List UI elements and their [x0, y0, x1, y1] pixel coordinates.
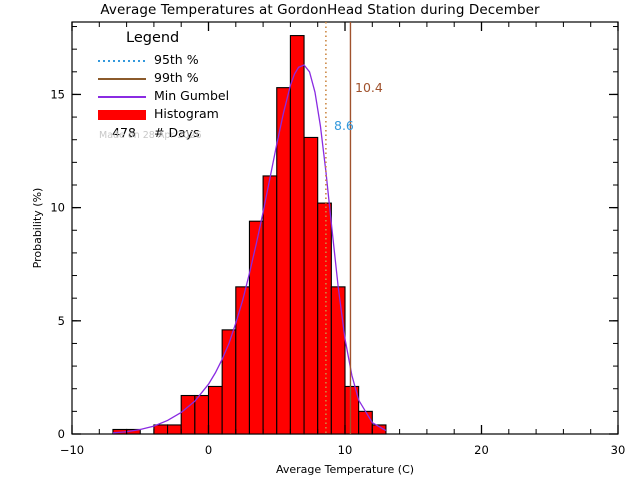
- xtick-label: 10: [338, 443, 353, 457]
- ytick-label: 0: [58, 427, 65, 441]
- histogram-bar: [167, 424, 182, 435]
- xtick-label: 20: [474, 443, 489, 457]
- legend-item-min-gumbel: Min Gumbel: [96, 88, 311, 106]
- legend-label-min-gumbel: Min Gumbel: [154, 88, 230, 103]
- histogram-bar: [248, 220, 264, 435]
- histogram-bar: [180, 394, 196, 435]
- legend-swatch-min-gumbel: [98, 96, 146, 98]
- histogram-bar: [235, 286, 251, 435]
- x-axis-label: Average Temperature (C): [276, 463, 414, 476]
- histogram-bar: [207, 385, 223, 435]
- histogram-bar: [262, 175, 278, 435]
- legend-item-days: 478 # Days: [96, 125, 311, 143]
- histogram-bars: [112, 35, 387, 435]
- histogram-bar: [153, 424, 169, 435]
- legend-swatch-99th: [98, 78, 146, 80]
- legend-swatch-histogram: [98, 110, 146, 120]
- legend-label-histogram: Histogram: [154, 106, 219, 121]
- histogram-bar: [330, 286, 346, 435]
- legend-swatch-95th: [98, 60, 146, 62]
- legend-day-count: 478: [112, 125, 136, 140]
- ytick-label: 15: [50, 87, 65, 101]
- legend-heading: Legend: [126, 30, 180, 46]
- legend-item-95th: 95th %: [96, 52, 311, 70]
- histogram-bar: [303, 136, 319, 435]
- legend-label-99th: 99th %: [154, 70, 199, 85]
- axis-ticks: −10 0 10 20 30 0 5 10 15: [50, 22, 625, 457]
- ytick-label: 10: [50, 201, 65, 215]
- watermark-text: Made on 28 Apr 2026: [99, 130, 202, 141]
- legend-label-95th: 95th %: [154, 52, 199, 67]
- legend-item-histogram: Histogram: [96, 106, 311, 124]
- xtick-label: 30: [611, 443, 626, 457]
- annotation-p99: 10.4: [355, 80, 383, 95]
- xtick-label: 0: [205, 443, 212, 457]
- histogram-bar: [194, 394, 210, 435]
- histogram-bar: [317, 202, 332, 435]
- series-line-min-gumbel: [112, 64, 387, 434]
- legend-item-99th: 99th %: [96, 70, 311, 88]
- xtick-label: −10: [60, 443, 84, 457]
- y-axis-label: Probability (%): [31, 188, 44, 269]
- histogram-bar: [344, 385, 360, 435]
- histogram-bar: [358, 410, 373, 435]
- legend-label-days: # Days: [154, 125, 200, 140]
- histogram-bar: [221, 329, 237, 435]
- annotation-p95: 8.6: [334, 118, 354, 133]
- chart-legend: Legend 95th % 99th % Min Gumbel Histogra…: [96, 30, 311, 148]
- ytick-label: 5: [58, 314, 65, 328]
- page-title: Average Temperatures at GordonHead Stati…: [100, 2, 540, 18]
